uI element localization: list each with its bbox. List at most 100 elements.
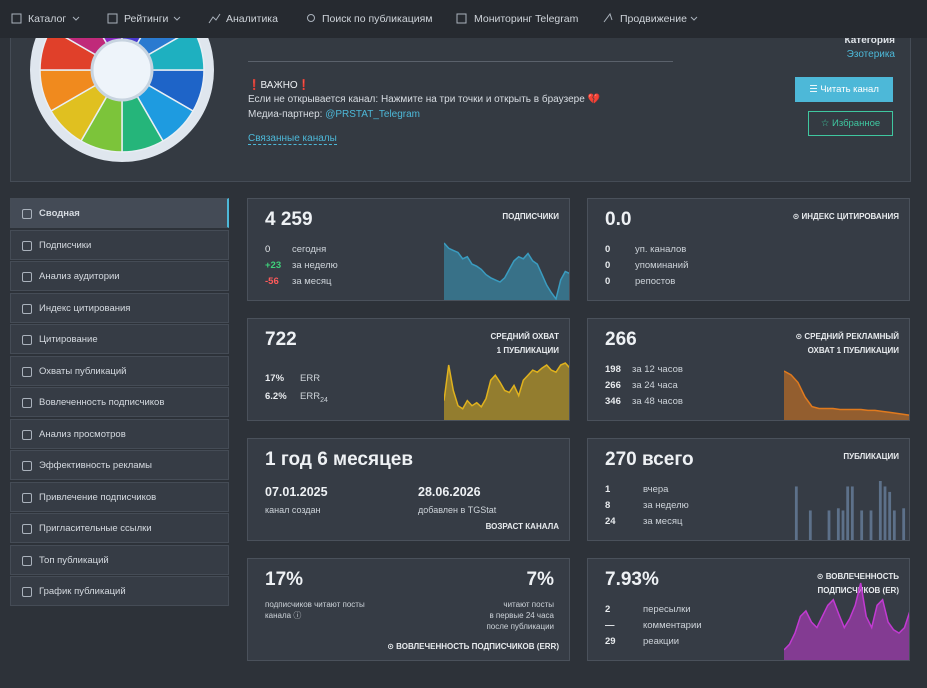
sidebar-label: Индекс цитирования — [39, 302, 131, 314]
card-title: ⊙ ВОВЛЕЧЕННОСТЬ ПОДПИСЧИКОВ (ERR) — [387, 642, 559, 651]
nav-item[interactable]: Поиск по публикациям — [322, 13, 433, 25]
sidebar-item[interactable]: Пригласительные ссылки — [10, 513, 229, 543]
sidebar-label: Вовлеченность подписчиков — [39, 397, 165, 408]
sidebar-icon — [22, 555, 32, 566]
nav-item[interactable]: Рейтинги — [124, 13, 169, 25]
line: читают посты — [503, 600, 554, 609]
stat-label: за месяц — [643, 516, 683, 527]
sidebar-label: Анализ просмотров — [39, 428, 126, 440]
stat-value: 0 — [605, 276, 611, 287]
stat-label: комментарии — [643, 620, 702, 631]
stat-value: 2 — [605, 604, 611, 615]
stat-label: за месяц — [292, 276, 332, 287]
sidebar-icon — [22, 335, 32, 345]
card-value: 4 259 — [265, 209, 313, 230]
read-button[interactable]: ☰ Читать канал — [795, 77, 893, 102]
stat-value: 346 — [605, 396, 621, 407]
nav-item[interactable]: Каталог — [28, 13, 67, 25]
sparkline — [784, 582, 909, 651]
sidebar-icon — [22, 398, 32, 408]
bar — [883, 486, 887, 540]
bar — [794, 486, 798, 540]
important: ❗ВАЖНО❗ — [248, 80, 311, 91]
sidebar-label: Эффективность рекламы — [39, 460, 152, 471]
category[interactable]: Эзотерика — [846, 49, 895, 60]
stat-label: за неделю — [643, 500, 689, 511]
subscribers-card: 4 259 ПОДПИСЧИКИ 0 сегодня +23 за неделю -56… — [247, 198, 570, 301]
card-value: 17% — [265, 569, 304, 590]
sidebar-label: Сводная — [39, 208, 80, 219]
favorite-button[interactable]: ☆ Избранное — [808, 111, 893, 136]
stat-label: репостов — [635, 276, 676, 287]
stat-label: упоминаний — [635, 260, 689, 271]
stat-label: вчера — [643, 484, 669, 495]
read-button-label: Читать канал — [820, 84, 879, 95]
stat-label: сегодня — [292, 244, 327, 255]
bar — [850, 486, 854, 540]
related-link[interactable]: Связанные каналы — [248, 133, 337, 145]
ad-reach-chart — [784, 370, 909, 420]
sidebar-item[interactable]: Анализ аудитории — [10, 261, 229, 291]
age-card: 1 год 6 месяцев 07.01.2025 канал создан … — [247, 438, 570, 541]
sidebar-icon — [22, 303, 32, 314]
sidebar-label: Анализ аудитории — [39, 271, 120, 282]
sidebar-label: Топ публикаций — [39, 554, 109, 566]
sidebar-icon — [22, 272, 32, 282]
stat-value: 0 — [605, 260, 611, 271]
card-title-text: ВОВЛЕЧЕННОСТЬ ПОДПИСЧИКОВ (ERR) — [396, 642, 559, 651]
nav-item[interactable]: Мониторинг Telegram — [474, 13, 579, 25]
stat-value: +23 — [265, 260, 282, 271]
sidebar-icon — [22, 209, 32, 219]
sidebar-icon — [22, 366, 32, 377]
sidebar-item[interactable]: Цитирование — [10, 324, 229, 354]
sidebar-icon — [22, 492, 32, 503]
sidebar-item[interactable]: Сводная — [10, 198, 229, 228]
bar — [860, 510, 864, 540]
partner-label: Медиа-партнер: — [248, 109, 323, 120]
stat-label: пересылки — [643, 604, 691, 615]
sidebar-item[interactable]: Топ публикаций — [10, 544, 229, 575]
card-title-line: 1 ПУБЛИКАЦИИ — [496, 346, 559, 355]
card-title: ⊙ СРЕДНИЙ РЕКЛАМНЫЙ ОХВАТ 1 ПУБЛИКАЦИИ — [795, 332, 899, 355]
card-value: 722 — [265, 329, 297, 350]
card-title-text: ИНДЕКС ЦИТИРОВАНИЯ — [801, 212, 899, 221]
sidebar-label: Цитирование — [39, 334, 98, 345]
sidebar-item[interactable]: Охваты публикаций — [10, 355, 229, 386]
sidebar-item[interactable]: Вовлеченность подписчиков — [10, 387, 229, 417]
subscribers-chart — [444, 242, 569, 300]
nav-item[interactable]: Продвижение — [620, 13, 687, 25]
card-title-line: ОХВАТ 1 ПУБЛИКАЦИИ — [807, 346, 899, 355]
partner-link[interactable]: @PRSTAT_Telegram — [325, 109, 421, 120]
stat-value: 266 — [605, 380, 621, 391]
sidebar-item[interactable]: Анализ просмотров — [10, 418, 229, 449]
card-value: 0.0 — [605, 209, 632, 230]
added-date: 28.06.2026 — [418, 485, 481, 499]
stat-label: реакции — [643, 636, 680, 647]
stat-label: за неделю — [292, 260, 338, 271]
sidebar-item[interactable]: Индекс цитирования — [10, 292, 229, 323]
sidebar-item[interactable]: Подписчики — [10, 229, 229, 260]
card-title: СРЕДНИЙ ОХВАТ 1 ПУБЛИКАЦИИ — [490, 330, 559, 358]
sidebar-item[interactable]: Привлечение подписчиков — [10, 481, 229, 512]
err24-label-text: ERR — [300, 391, 321, 402]
line: в первые 24 часа — [489, 611, 554, 620]
err-label-2: читают посты в первые 24 часа после публик… — [486, 599, 554, 632]
card-title: ПУБЛИКАЦИИ — [843, 452, 899, 461]
stat-value: 198 — [605, 364, 621, 375]
nav-item[interactable]: Аналитика — [226, 13, 278, 25]
card-value: 270 всего — [605, 449, 694, 470]
card-title: ПОДПИСЧИКИ — [502, 212, 559, 221]
nav-icons — [11, 12, 698, 24]
reach-card: 722 СРЕДНИЙ ОХВАТ 1 ПУБЛИКАЦИИ 17% ERR 6.… — [247, 318, 570, 421]
sidebar-item[interactable]: График публикаций — [10, 576, 229, 606]
notice: Если не открывается канал: Нажмите на тр… — [248, 94, 601, 105]
sidebar-item[interactable]: Эффективность рекламы — [10, 450, 229, 480]
stat-label: за 12 часов — [632, 364, 683, 375]
bar — [836, 508, 840, 540]
added-label: добавлен в TGStat — [418, 505, 497, 515]
stat-value: 1 — [605, 484, 611, 495]
err24-label: ERR24 — [300, 391, 328, 404]
err-value: 17% — [265, 373, 285, 384]
